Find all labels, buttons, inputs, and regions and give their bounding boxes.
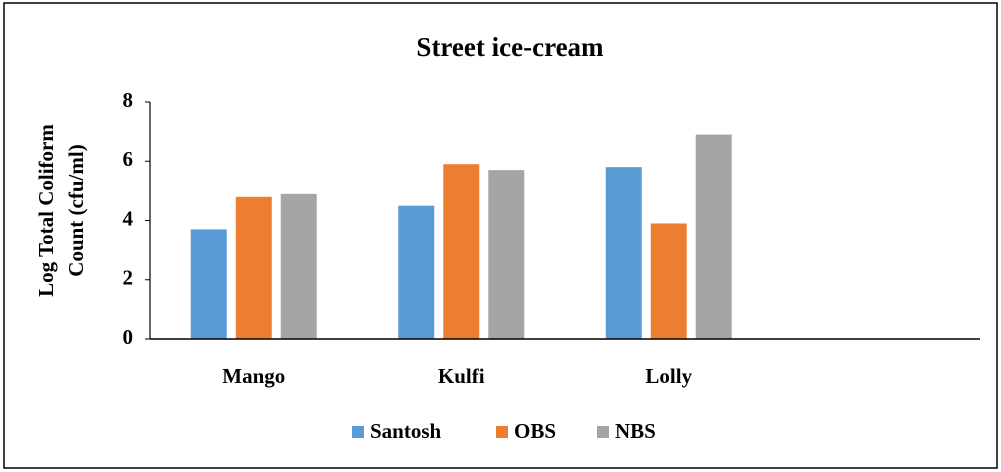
legend-label: OBS: [514, 419, 556, 443]
y-tick-label: 4: [123, 206, 134, 230]
y-tick-label: 0: [123, 325, 134, 349]
legend-swatch: [597, 426, 609, 438]
y-tick-label: 2: [123, 266, 134, 290]
bar: [190, 229, 227, 339]
legend-swatch: [496, 426, 508, 438]
chart-title: Street ice-cream: [416, 32, 604, 62]
bar: [650, 223, 687, 339]
bar: [605, 167, 642, 339]
x-tick-label: Kulfi: [438, 364, 485, 388]
y-tick-label: 6: [123, 147, 134, 171]
bar: [695, 134, 732, 339]
x-tick-label: Lolly: [645, 364, 692, 388]
bar: [443, 164, 480, 339]
bar: [280, 193, 317, 339]
legend-label: NBS: [615, 419, 656, 443]
x-tick-label: Mango: [222, 364, 285, 388]
bar: [488, 170, 525, 339]
bar: [235, 196, 272, 339]
y-axis-label: Log Total Coliform: [34, 124, 58, 297]
y-tick-label: 8: [123, 88, 134, 112]
legend-label: Santosh: [370, 419, 442, 443]
legend-swatch: [352, 426, 364, 438]
bar: [398, 205, 435, 339]
y-axis-label: Count (cfu/ml): [64, 144, 88, 276]
